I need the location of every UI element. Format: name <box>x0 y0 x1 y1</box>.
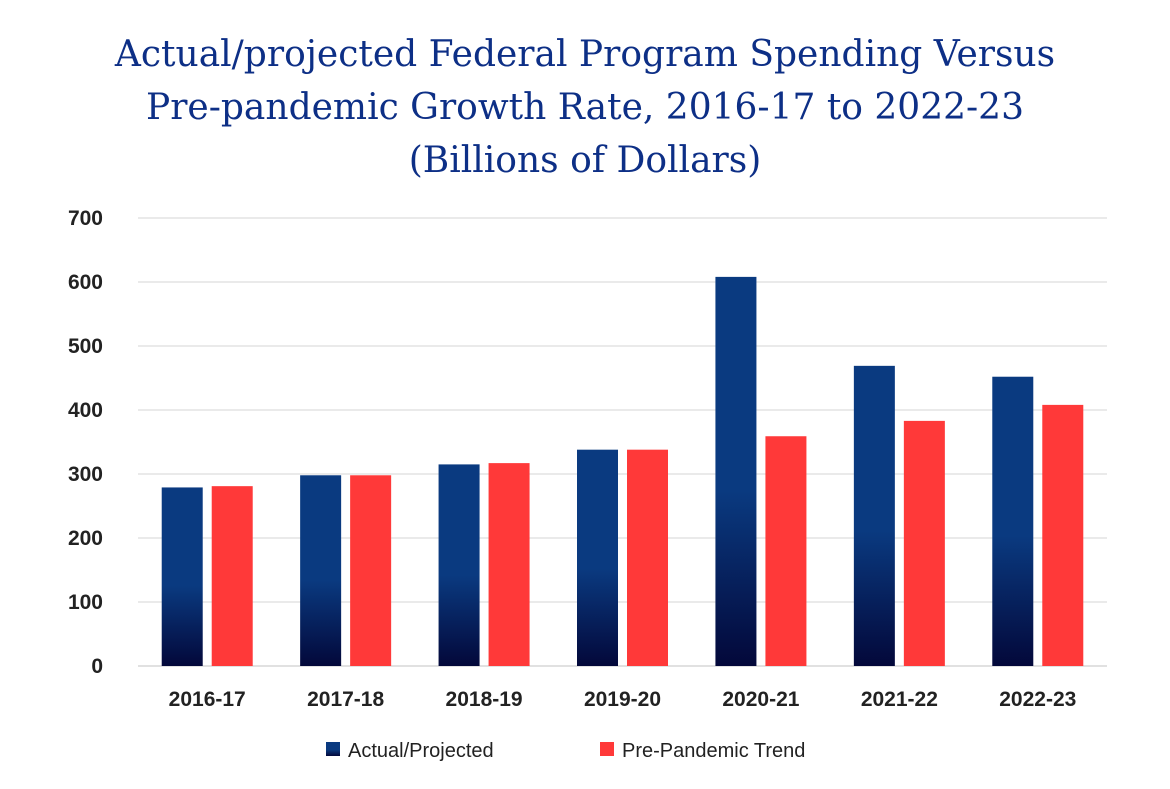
y-axis-ticks: 0 100 200 300 400 500 600 700 <box>68 207 103 678</box>
x-tick-label: 2017-18 <box>307 688 384 711</box>
legend-label: Pre-Pandemic Trend <box>622 740 805 762</box>
bar-pre-pandemic-trend <box>350 475 392 666</box>
chart-title-line-2: Pre-pandemic Growth Rate, 2016-17 to 202… <box>145 87 1024 128</box>
y-tick-label: 100 <box>68 591 103 614</box>
bar-actual-projected <box>438 464 480 666</box>
bar-actual-projected <box>300 475 342 666</box>
bar-pre-pandemic-trend <box>211 486 253 666</box>
bar-pre-pandemic-trend <box>488 463 530 666</box>
y-tick-label: 700 <box>68 207 103 230</box>
bar-actual-projected <box>715 276 757 666</box>
legend-swatch-actual-projected <box>326 742 340 756</box>
x-tick-label: 2021-22 <box>861 688 938 711</box>
legend-label: Actual/Projected <box>348 740 494 762</box>
bars <box>161 276 1084 666</box>
x-tick-label: 2019-20 <box>584 688 661 711</box>
gridlines <box>138 217 1107 667</box>
x-tick-label: 2016-17 <box>169 688 246 711</box>
chart-title-line-3: (Billions of Dollars) <box>408 140 762 181</box>
x-tick-label: 2020-21 <box>722 688 799 711</box>
y-tick-label: 400 <box>68 399 103 422</box>
bar-actual-projected <box>853 365 895 666</box>
bar-pre-pandemic-trend <box>903 420 945 666</box>
y-tick-label: 600 <box>68 271 103 294</box>
bar-actual-projected <box>161 487 203 666</box>
bar-pre-pandemic-trend <box>627 449 668 666</box>
legend-swatch-pre-pandemic-trend <box>600 742 614 756</box>
bar-pre-pandemic-trend <box>1042 404 1084 666</box>
chart-title-line-1: Actual/projected Federal Program Spendin… <box>114 34 1056 75</box>
y-tick-label: 0 <box>91 655 103 678</box>
y-tick-label: 500 <box>68 335 103 358</box>
x-tick-label: 2018-19 <box>446 688 523 711</box>
chart-title: Actual/projected Federal Program Spendin… <box>0 28 1170 187</box>
y-tick-label: 300 <box>68 463 103 486</box>
y-tick-label: 200 <box>68 527 103 550</box>
bar-pre-pandemic-trend <box>765 436 807 666</box>
bar-actual-projected <box>992 376 1034 666</box>
legend: Actual/Projected Pre-Pandemic Trend <box>326 740 805 762</box>
bar-actual-projected <box>577 449 618 666</box>
x-tick-label: 2022-23 <box>999 688 1076 711</box>
x-axis-ticks: 2016-17 2017-18 2018-19 2019-20 2020-21 2021-… <box>169 688 1077 711</box>
